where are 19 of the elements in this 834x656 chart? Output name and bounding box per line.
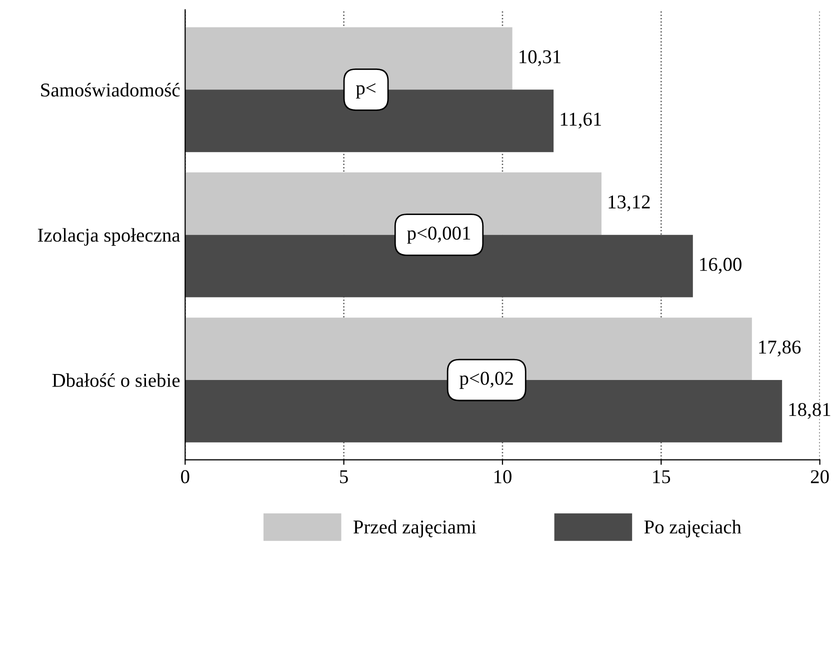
- x-tick-label: 0: [181, 470, 190, 484]
- y-tick-label: Dbałość o siebie: [52, 373, 180, 387]
- x-tick-label: 15: [653, 470, 670, 484]
- y-tick-label: Samoświadomość: [41, 82, 180, 97]
- data-label: 18,81: [789, 402, 830, 419]
- x-tick-label: 5: [340, 470, 348, 484]
- legend-label: Przed zajęciami: [353, 520, 476, 538]
- annotation: p<0,02: [460, 372, 513, 389]
- x-tick-label: 20: [810, 470, 829, 484]
- data-label: 16,00: [700, 258, 742, 274]
- annotation: p<0,001: [407, 226, 470, 244]
- annotation: p<: [356, 83, 376, 98]
- data-label: 10,31: [520, 50, 560, 66]
- data-label: 11,61: [560, 112, 601, 129]
- x-tick-label: 10: [494, 470, 512, 484]
- data-label: 13,12: [608, 195, 650, 212]
- legend-label: Po zajęciach: [644, 520, 742, 538]
- data-label: 17,86: [759, 340, 801, 356]
- y-tick-label: Izolacja społeczna: [38, 228, 180, 246]
